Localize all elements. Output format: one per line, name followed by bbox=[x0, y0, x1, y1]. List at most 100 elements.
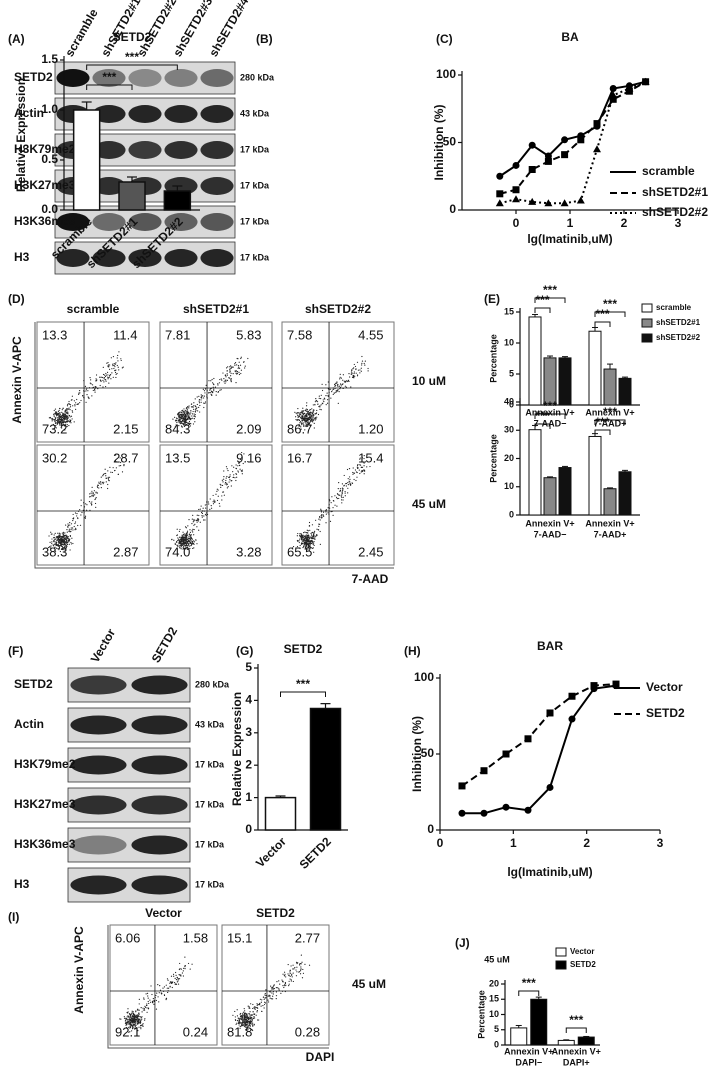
dot bbox=[64, 414, 65, 415]
dot bbox=[292, 965, 293, 966]
size-label: 17 kDa bbox=[240, 144, 270, 154]
dot bbox=[139, 1003, 140, 1004]
panel-letter: (C) bbox=[436, 32, 453, 46]
dot bbox=[222, 485, 223, 486]
dot bbox=[341, 378, 342, 379]
significance-bracket bbox=[595, 430, 610, 435]
marker bbox=[569, 716, 576, 723]
dot bbox=[70, 421, 71, 422]
dot bbox=[121, 360, 122, 361]
dot bbox=[294, 967, 295, 968]
dot bbox=[352, 474, 353, 475]
dot bbox=[319, 409, 320, 410]
dot bbox=[100, 377, 101, 378]
dot bbox=[249, 1018, 250, 1019]
dot bbox=[299, 964, 300, 965]
x-axis-label: lg(Imatinib,uM) bbox=[507, 865, 592, 879]
dot bbox=[71, 523, 72, 524]
dot bbox=[250, 1003, 251, 1004]
dot bbox=[74, 404, 75, 405]
x-tick-label: 7-AAD− bbox=[534, 529, 567, 539]
dot bbox=[241, 471, 242, 472]
dot bbox=[60, 537, 61, 538]
dot bbox=[237, 470, 238, 471]
dot bbox=[262, 1005, 263, 1006]
dot bbox=[242, 1013, 243, 1014]
dot bbox=[192, 548, 193, 549]
dot bbox=[353, 479, 354, 480]
dot bbox=[278, 988, 279, 989]
dot bbox=[150, 1002, 151, 1003]
dot bbox=[217, 489, 218, 490]
dot bbox=[203, 519, 204, 520]
dot bbox=[105, 386, 106, 387]
dot bbox=[299, 542, 300, 543]
significance-label: *** bbox=[102, 70, 116, 84]
legend-label: SETD2 bbox=[570, 960, 596, 969]
dot bbox=[349, 481, 350, 482]
dot bbox=[312, 415, 313, 416]
dot bbox=[211, 394, 212, 395]
dot bbox=[304, 542, 305, 543]
marker bbox=[513, 186, 520, 193]
dot bbox=[235, 1016, 236, 1017]
panel-letter: (B) bbox=[256, 32, 273, 46]
legend-label: shSETD2#2 bbox=[656, 333, 701, 342]
dot bbox=[182, 415, 183, 416]
dot bbox=[167, 978, 168, 979]
dot bbox=[265, 995, 266, 996]
dot bbox=[298, 540, 299, 541]
dot bbox=[296, 412, 297, 413]
dot bbox=[180, 975, 181, 976]
dot bbox=[226, 370, 227, 371]
dot bbox=[302, 536, 303, 537]
dot bbox=[140, 1021, 141, 1022]
dot bbox=[109, 364, 110, 365]
dot bbox=[89, 377, 90, 378]
dot bbox=[59, 540, 60, 541]
dot bbox=[241, 370, 242, 371]
dot bbox=[285, 976, 286, 977]
dot bbox=[309, 522, 310, 523]
dot bbox=[264, 994, 265, 995]
dot bbox=[323, 512, 324, 513]
dot bbox=[77, 404, 78, 405]
significance-label: *** bbox=[595, 307, 609, 321]
dot bbox=[92, 384, 93, 385]
y-axis-label: Inhibition (%) bbox=[432, 105, 446, 181]
dot bbox=[70, 416, 71, 417]
dot bbox=[368, 370, 369, 371]
dot bbox=[350, 386, 351, 387]
dot bbox=[282, 974, 283, 975]
bar bbox=[589, 436, 601, 515]
dot bbox=[128, 1011, 129, 1012]
dot bbox=[127, 1008, 128, 1009]
y-tick-label: 0 bbox=[427, 822, 434, 836]
dot bbox=[345, 386, 346, 387]
dot bbox=[272, 996, 273, 997]
dot bbox=[213, 500, 214, 501]
dot bbox=[179, 415, 180, 416]
dot bbox=[204, 392, 205, 393]
dot bbox=[332, 507, 333, 508]
dot bbox=[325, 395, 326, 396]
dot bbox=[142, 1025, 143, 1026]
legend-label: shSETD2#1 bbox=[642, 185, 708, 199]
dot bbox=[228, 377, 229, 378]
dot bbox=[211, 505, 212, 506]
dot bbox=[186, 415, 187, 416]
dot bbox=[51, 533, 52, 534]
dot bbox=[192, 407, 193, 408]
dot bbox=[244, 367, 245, 368]
dot bbox=[184, 537, 185, 538]
dot bbox=[76, 515, 77, 516]
dot bbox=[86, 510, 87, 511]
panel-letter: (A) bbox=[8, 32, 25, 46]
dot bbox=[141, 1019, 142, 1020]
dot bbox=[199, 411, 200, 412]
band bbox=[70, 795, 126, 814]
quadrant-value: 73.2 bbox=[42, 421, 67, 436]
dot bbox=[313, 419, 314, 420]
dot bbox=[66, 537, 67, 538]
dot bbox=[56, 413, 57, 414]
